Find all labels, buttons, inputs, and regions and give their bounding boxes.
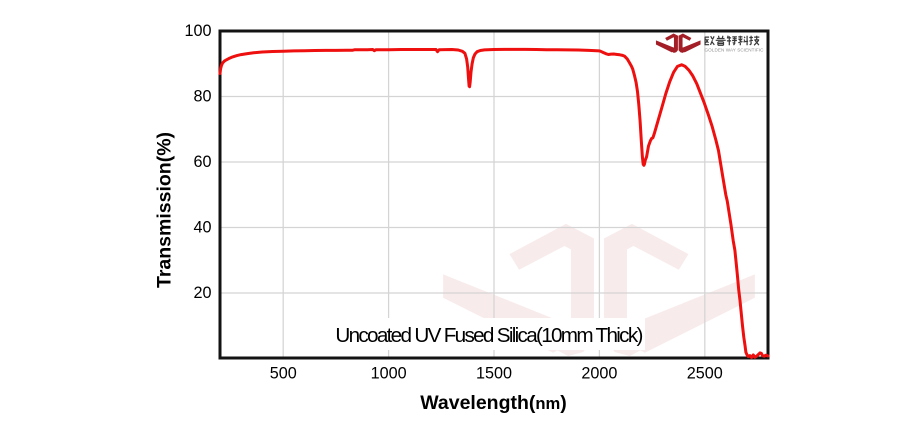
svg-text:1000: 1000 (371, 364, 407, 382)
svg-text:GOLDEN WAY SCIENTIFIC: GOLDEN WAY SCIENTIFIC (705, 47, 765, 52)
svg-text:1500: 1500 (476, 364, 512, 382)
svg-text:500: 500 (270, 364, 297, 382)
svg-text:2000: 2000 (581, 364, 617, 382)
svg-text:20: 20 (193, 284, 211, 302)
svg-text:Wavelength(nm): Wavelength(nm) (420, 392, 567, 414)
svg-text:40: 40 (193, 218, 211, 236)
svg-text:2500: 2500 (687, 364, 723, 382)
svg-text:Transmission(%): Transmission(%) (154, 132, 176, 288)
svg-text:60: 60 (193, 153, 211, 171)
svg-text:100: 100 (184, 22, 211, 40)
svg-text:Uncoated UV Fused Silica(10mm: Uncoated UV Fused Silica(10mm Thick) (335, 324, 642, 347)
svg-text:80: 80 (193, 87, 211, 105)
